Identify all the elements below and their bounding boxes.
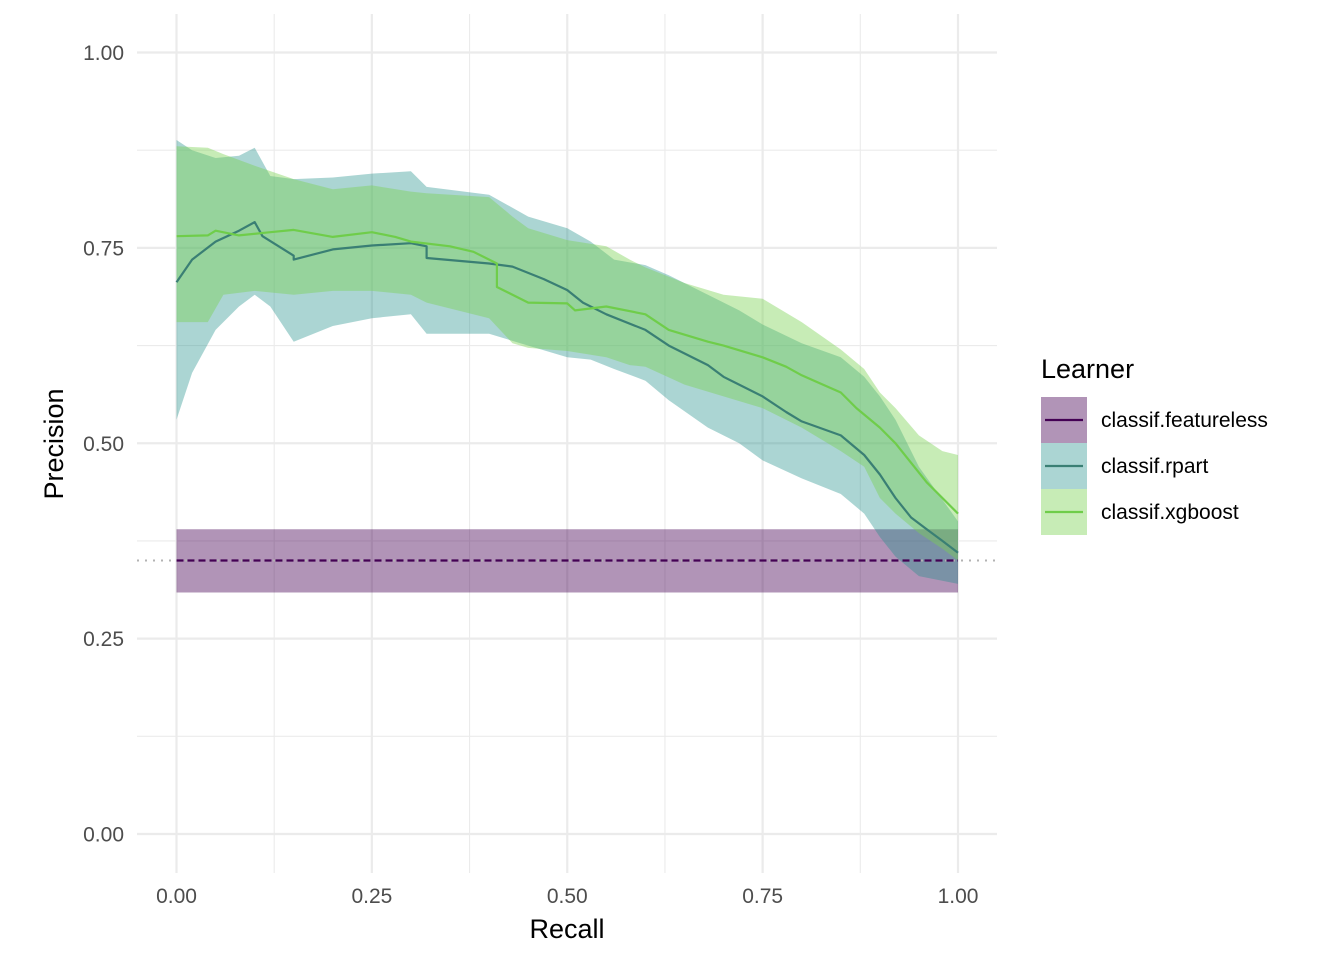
- y-tick-label: 0.50: [83, 433, 124, 456]
- classif-rpart-line: [175, 221, 959, 554]
- legend: Learner classif.featureless classif.rpart…: [1041, 354, 1268, 535]
- y-tick-label: 0.25: [83, 628, 124, 651]
- y-tick-label: 0.75: [83, 237, 124, 260]
- y-axis-ticks: 0.00 0.25 0.50 0.75 1.00: [83, 42, 124, 847]
- legend-label: classif.rpart: [1101, 455, 1209, 478]
- legend-item-classif-featureless: classif.featureless: [1041, 397, 1268, 443]
- x-tick-label: 1.00: [938, 885, 979, 908]
- y-axis-title: Precision: [39, 388, 69, 499]
- classif-rpart-band: [176, 140, 958, 584]
- x-tick-label: 0.75: [742, 885, 783, 908]
- legend-items: classif.featureless classif.rpart classif.…: [1041, 397, 1268, 535]
- classif-xgboost-line: [176, 228, 959, 515]
- legend-item-classif-xgboost: classif.xgboost: [1041, 489, 1239, 535]
- legend-title: Learner: [1041, 354, 1134, 384]
- legend-label: classif.featureless: [1101, 409, 1268, 432]
- legend-item-classif-rpart: classif.rpart: [1041, 443, 1209, 489]
- x-axis-ticks: 0.00 0.25 0.50 0.75 1.00: [156, 885, 978, 908]
- x-axis-title: Recall: [529, 914, 604, 944]
- legend-label: classif.xgboost: [1101, 501, 1239, 524]
- grid-layer: [137, 14, 997, 873]
- classif-xgboost-band: [176, 146, 958, 561]
- series-lines: [175, 221, 959, 562]
- y-tick-label: 1.00: [83, 42, 124, 65]
- y-tick-label: 0.00: [83, 824, 124, 847]
- x-tick-label: 0.00: [156, 885, 197, 908]
- x-tick-label: 0.25: [351, 885, 392, 908]
- x-tick-label: 0.50: [547, 885, 588, 908]
